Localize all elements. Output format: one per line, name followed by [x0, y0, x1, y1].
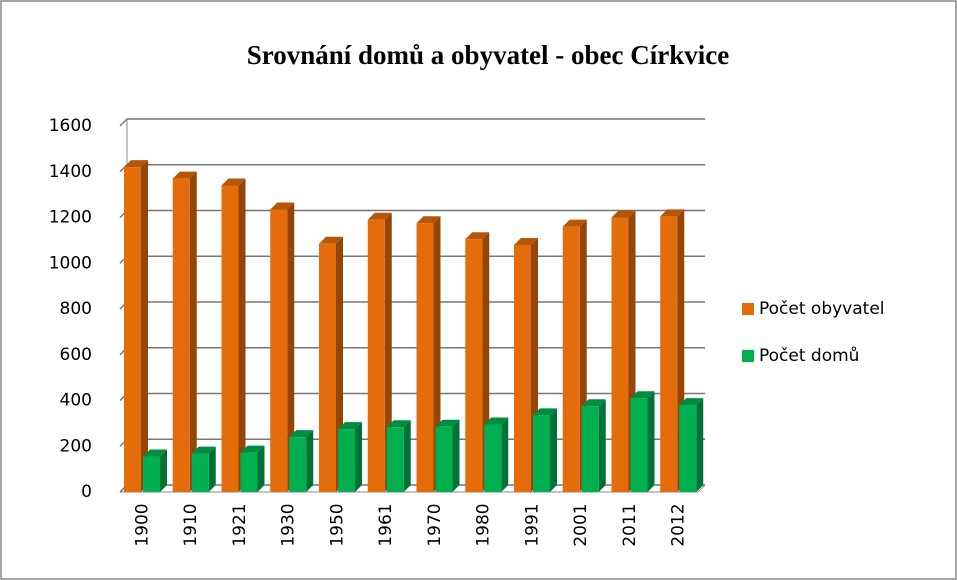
bar-top — [630, 391, 655, 399]
bar-top — [338, 422, 362, 430]
bar-top — [416, 216, 441, 224]
bar-side — [647, 391, 655, 492]
bar-side — [598, 399, 606, 492]
bar-side — [452, 419, 460, 492]
bar — [172, 178, 190, 493]
bar-top — [465, 232, 490, 240]
bar — [514, 244, 531, 492]
x-tick-label: 1930 — [279, 503, 299, 546]
floor — [120, 484, 706, 493]
bar-side — [696, 398, 704, 492]
x-tick-label: 1950 — [327, 503, 347, 546]
y-tick-label: 400 — [60, 391, 92, 411]
bar-side — [160, 449, 167, 492]
bar-top — [319, 236, 343, 244]
bar — [630, 398, 648, 492]
bar-top — [289, 430, 314, 438]
bar-top — [221, 178, 246, 186]
bar — [270, 209, 288, 492]
x-tick-label: 2011 — [620, 503, 640, 546]
legend-label: Počet obyvatel — [759, 299, 885, 319]
y-tick-label: 800 — [60, 299, 92, 319]
legend-swatch — [742, 303, 754, 315]
x-tick-label: 2012 — [669, 503, 689, 546]
x-tick-label: 1921 — [230, 503, 250, 546]
bar — [484, 424, 502, 492]
bar-side — [208, 446, 216, 492]
y-tick-label: 1400 — [49, 162, 92, 182]
bar-side — [355, 422, 362, 492]
grid-line — [119, 118, 705, 127]
bar-top — [562, 219, 587, 227]
bar — [679, 405, 697, 492]
bar-side — [141, 160, 148, 493]
bar-side — [433, 216, 441, 492]
x-tick-label: 1991 — [522, 503, 542, 546]
bar-top — [435, 419, 460, 427]
bar-top — [660, 209, 685, 217]
bar-side — [501, 417, 509, 492]
bar-top — [143, 449, 167, 457]
bar — [416, 223, 434, 492]
bar-side — [238, 178, 246, 492]
bar — [611, 217, 629, 492]
x-tick-label: 1980 — [474, 503, 494, 546]
y-tick-label: 1000 — [49, 253, 92, 273]
bar — [124, 167, 141, 493]
bar-top — [124, 160, 148, 168]
bar — [143, 456, 160, 492]
bar — [289, 437, 307, 492]
bar — [533, 415, 550, 492]
bar-side — [257, 445, 265, 492]
bar-top — [611, 210, 636, 218]
bar — [319, 243, 336, 492]
bar-top — [484, 417, 509, 425]
x-tick-label: 1900 — [132, 503, 152, 546]
bar — [435, 426, 453, 492]
bar-top — [240, 445, 265, 453]
bar-top — [172, 171, 197, 179]
bar-top — [367, 212, 392, 220]
bar — [338, 429, 355, 492]
y-tick-label: 600 — [60, 345, 92, 365]
bar-top — [270, 202, 295, 210]
bar — [581, 406, 599, 492]
bar — [240, 452, 258, 492]
bar-top — [533, 408, 557, 416]
bar-side — [306, 430, 314, 492]
bar-side — [550, 408, 557, 492]
bar — [562, 226, 580, 492]
y-tick-label: 0 — [81, 482, 92, 502]
bar-side — [189, 171, 197, 493]
x-tick-label: 2001 — [571, 503, 591, 546]
bar-side — [403, 420, 411, 492]
bar-top — [191, 446, 216, 454]
y-tick-label: 200 — [60, 436, 92, 456]
y-tick-label: 1600 — [49, 116, 92, 136]
bar-top — [679, 398, 704, 406]
chart-title: Srovnání domů a obyvatel - obec Církvice — [247, 40, 730, 70]
bar — [465, 239, 483, 492]
bar-side — [384, 212, 392, 492]
bar — [367, 219, 385, 492]
x-tick-label: 1961 — [376, 503, 396, 546]
bar-side — [287, 202, 295, 492]
bar-top — [581, 399, 606, 407]
legend-label: Počet domů — [759, 346, 859, 366]
x-tick-label: 1910 — [181, 503, 201, 546]
bar — [660, 216, 678, 492]
bar-top — [514, 237, 538, 245]
bar — [191, 453, 209, 492]
bar — [386, 427, 404, 492]
bar — [221, 185, 239, 492]
bar-top — [386, 420, 411, 428]
y-tick-label: 1200 — [49, 208, 92, 228]
x-tick-label: 1970 — [425, 503, 445, 546]
legend-swatch — [742, 350, 754, 362]
